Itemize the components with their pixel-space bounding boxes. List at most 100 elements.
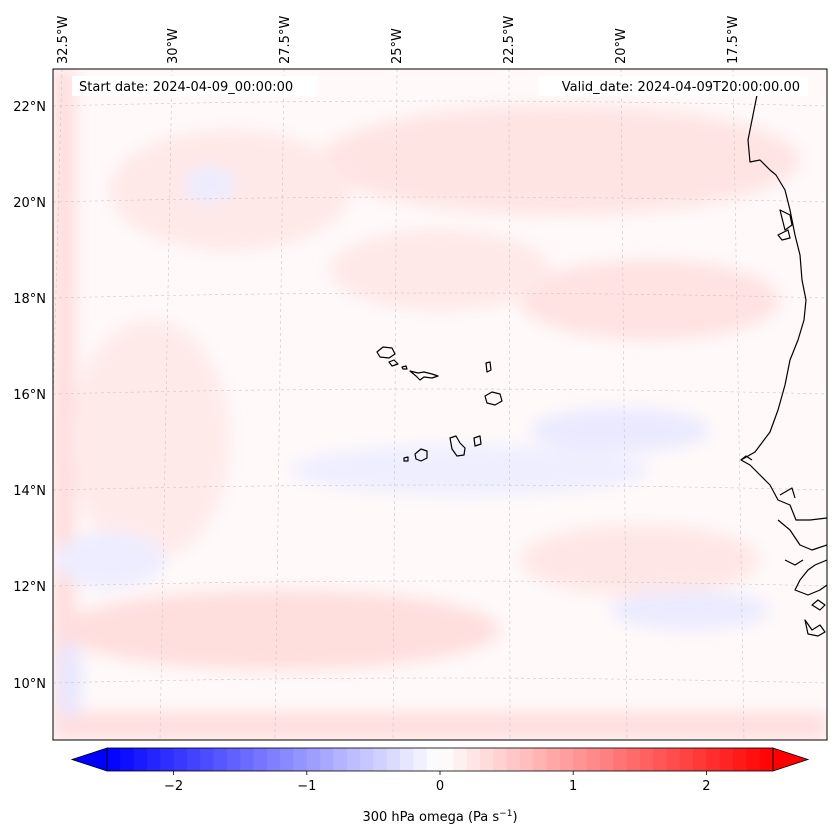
colorbar-extend-high <box>772 747 810 772</box>
lat-label-20n: 20°N <box>13 196 46 211</box>
lon-label-30w: 30°W <box>166 28 181 64</box>
colorbar-cell <box>493 748 508 771</box>
omega-positive-patch-southeast <box>520 525 760 595</box>
omega-negative-patch-north <box>185 167 235 203</box>
lon-label-20w: 20°W <box>614 28 629 64</box>
valid-date-label: Valid_date: 2024-04-09T20:00:00.00 <box>562 80 800 95</box>
map-panel: Start date: 2024-04-09_00:00:00 Valid_da… <box>52 68 828 741</box>
island-santiago <box>449 435 466 457</box>
omega-positive-south-edge <box>53 712 827 740</box>
gambia-river <box>779 487 796 499</box>
colorbar-extend-low <box>70 747 108 772</box>
coastlines <box>376 94 827 637</box>
island-maio <box>473 435 482 447</box>
colorbar-tick-label: 2 <box>702 779 710 794</box>
colorbar-cell <box>479 748 494 771</box>
lat-label-14n: 14°N <box>13 484 46 499</box>
coast-inlet-1 <box>779 209 793 231</box>
colorbar-label: 300 hPa omega (Pa s−1) <box>362 809 517 825</box>
colorbar-cell <box>599 748 614 771</box>
colorbar-cell <box>733 748 747 771</box>
longitude-labels: 32.5°W 30°W 27.5°W 25°W 22.5°W 20°W 17.5… <box>56 16 741 64</box>
colorbar-cell <box>626 748 641 771</box>
colorbar-cell <box>400 748 414 771</box>
omega-positive-patch-north <box>320 105 800 215</box>
colorbar-cell <box>320 748 335 771</box>
guinea-coast-1 <box>794 559 827 596</box>
lat-label-10n: 10°N <box>13 677 46 692</box>
parallel-10n <box>53 677 827 684</box>
colorbar-cell <box>280 748 295 771</box>
colorbar-cell <box>613 748 628 771</box>
colorbar-cell <box>719 748 734 771</box>
colorbar-cell <box>679 748 694 771</box>
meridian-22-5w <box>508 69 511 740</box>
colorbar-cell <box>133 748 148 771</box>
colorbar-cell <box>173 748 188 771</box>
colorbar-cell <box>186 748 201 771</box>
colorbar-cell <box>213 748 228 771</box>
dakar-peninsula <box>740 455 753 461</box>
island-sao-vicente <box>388 359 399 367</box>
lat-label-12n: 12°N <box>13 580 46 595</box>
latitude-labels: 22°N 20°N 18°N 16°N 14°N 12°N 10°N <box>13 100 46 692</box>
africa-coastline <box>740 94 827 521</box>
colorbar-cell <box>506 748 521 771</box>
parallel-16n <box>53 388 827 395</box>
parallel-20n <box>53 196 827 203</box>
colorbar-cell <box>466 748 481 771</box>
colorbar-cell <box>693 748 707 771</box>
omega-negative-patch-southwest <box>55 532 165 588</box>
omega-field <box>53 69 827 740</box>
start-date-label: Start date: 2024-04-09_00:00:00 <box>79 80 293 95</box>
colorbar-cell <box>559 748 574 771</box>
parallel-18n <box>53 292 827 299</box>
omega-positive-patch-central <box>520 260 780 340</box>
parallel-14n <box>53 484 827 491</box>
colorbar-cell <box>519 748 534 771</box>
lat-label-16n: 16°N <box>13 388 46 403</box>
colorbar-cell <box>653 748 668 771</box>
omega-negative-patch-central <box>290 445 650 495</box>
omega-negative-patch-south <box>610 590 770 630</box>
lon-label-17-5w: 17.5°W <box>726 16 741 64</box>
bijagos-islands-2 <box>811 599 826 611</box>
colorbar-cell <box>706 748 721 771</box>
omega-positive-patch-mid <box>330 230 550 310</box>
colorbar-cell <box>373 748 388 771</box>
colorbar-cell <box>440 748 454 771</box>
bijagos-islands <box>804 619 826 637</box>
colorbar-cells <box>107 748 774 771</box>
colorbar-cell <box>306 748 321 771</box>
colorbar-label-main: 300 hPa omega (Pa s <box>362 810 499 825</box>
parallel-22n <box>53 100 827 107</box>
omega-positive-patch-south <box>60 590 500 670</box>
guinea-coast-3 <box>784 559 804 566</box>
colorbar-cell <box>746 748 761 771</box>
colorbar-cell <box>386 748 401 771</box>
meridian-17-5w <box>732 69 745 740</box>
colorbar-cell <box>639 748 654 771</box>
island-sal <box>485 361 492 373</box>
island-fogo <box>414 448 428 462</box>
lon-label-27-5w: 27.5°W <box>278 16 293 64</box>
guinea-coast-2 <box>777 519 827 551</box>
colorbar-cell <box>240 748 255 771</box>
lon-label-32-5w: 32.5°W <box>56 16 71 64</box>
lon-label-22-5w: 22.5°W <box>502 16 517 64</box>
colorbar-cell <box>266 748 281 771</box>
colorbar-cell <box>253 748 268 771</box>
colorbar-label-exponent: −1 <box>499 809 512 819</box>
colorbar-tick-label: −2 <box>164 779 183 794</box>
colorbar-cell <box>346 748 361 771</box>
omega-negative-patch-east <box>530 408 710 452</box>
colorbar-cell <box>107 748 121 771</box>
colorbar-cell <box>226 748 241 771</box>
colorbar-ticks: −2 −1 0 1 2 <box>164 771 711 794</box>
colorbar-cell <box>160 748 175 771</box>
colorbar-cell <box>666 748 681 771</box>
colorbar-cell <box>293 748 308 771</box>
colorbar-cell <box>546 748 561 771</box>
island-santo-antao <box>376 346 396 359</box>
